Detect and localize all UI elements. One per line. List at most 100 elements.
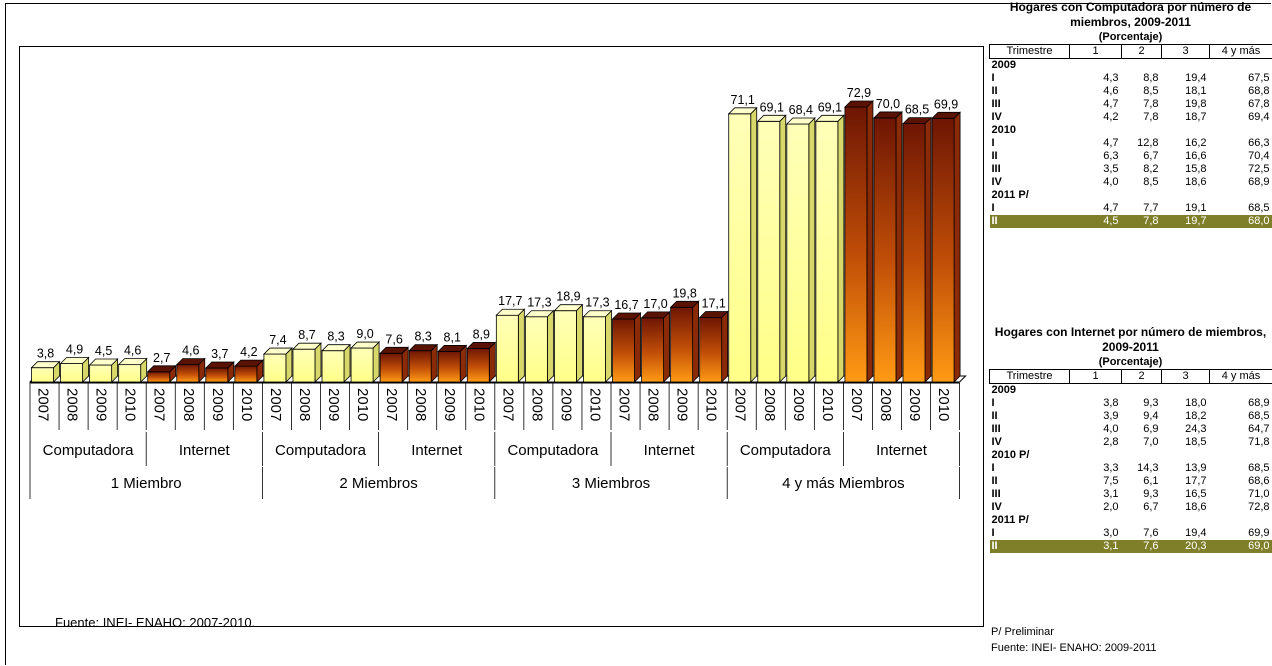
table-quarter-label: III [991, 98, 1001, 110]
bar-top [146, 365, 177, 373]
bar-top [175, 358, 206, 366]
year-tick-label: 2007 [383, 388, 400, 421]
year-tick-label: 2008 [64, 388, 81, 421]
table-cell: 3,5 [1103, 163, 1119, 175]
table-cell: 4,7 [1103, 202, 1119, 214]
table-cell: 4,5 [1069, 215, 1122, 228]
bar [147, 371, 171, 383]
bar-side [372, 341, 380, 383]
table-cell: 6,9 [1143, 423, 1159, 435]
table-cell [1070, 449, 1122, 462]
bar-top [902, 117, 932, 124]
table-header-cell: 1 [1069, 369, 1122, 384]
table-cell: 24,3 [1185, 423, 1207, 435]
data-label: 8,3 [414, 330, 431, 344]
bar [118, 364, 142, 383]
table-cell: 69,9 [1248, 527, 1270, 539]
table-header-cell: 2 [1121, 44, 1162, 59]
data-label: 69,1 [760, 100, 784, 114]
year-tick-label: 2009 [674, 388, 691, 421]
table-row: 2010 [990, 124, 1272, 137]
table-cell: 9,3 [1143, 488, 1159, 500]
table-cell: 14,3 [1137, 462, 1159, 474]
bar-side [634, 312, 641, 383]
table-computadora: Trimestre 1 2 3 4 y más 2009 I 4,3 8,8 19,4 67,5 II… [989, 44, 1272, 228]
bar-top [756, 114, 787, 122]
bar [205, 367, 229, 383]
table-year-label: 2011 P/ [991, 514, 1029, 526]
table-year-label: 2009 [991, 59, 1016, 71]
table-cell [1162, 124, 1210, 137]
bar [60, 363, 83, 383]
year-tick-label: 2008 [877, 388, 894, 421]
table-cell: 4,0 [1103, 176, 1119, 188]
bar-top [321, 344, 351, 352]
bar-side [866, 100, 874, 383]
table-cell: 67,5 [1248, 72, 1270, 84]
data-label: 17,3 [527, 296, 551, 310]
table-year-label: 2010 P/ [991, 449, 1030, 461]
data-label: 7,6 [385, 332, 402, 346]
table-cell: 18,6 [1185, 176, 1207, 188]
table-cell: 71,8 [1248, 436, 1270, 448]
year-tick-label: 2008 [412, 388, 429, 421]
data-label: 70,0 [876, 97, 900, 111]
table-cell: 7,5 [1103, 475, 1119, 487]
bar-top [785, 117, 816, 125]
bar [815, 120, 839, 383]
data-label: 68,5 [905, 103, 929, 117]
table-cell [1070, 514, 1122, 527]
bar-top [466, 342, 497, 349]
data-label: 4,9 [66, 343, 83, 357]
table-cell: 68,8 [1248, 85, 1270, 97]
member-group-label: 1 Miembro [111, 475, 182, 492]
table-header-cell: 1 [1069, 44, 1122, 59]
bar [31, 367, 54, 383]
table-cell [1162, 514, 1210, 527]
data-label: 16,7 [614, 298, 638, 312]
table-cell [1210, 189, 1272, 202]
table-row: 2011 P/ [990, 514, 1272, 527]
table-row: 2009 [990, 384, 1272, 398]
table-cell: 68,6 [1248, 475, 1270, 487]
year-tick-label: 2009 [557, 388, 574, 421]
year-tick-label: 2009 [209, 388, 226, 421]
table-year-label: 2011 P/ [991, 189, 1029, 201]
bar-side [837, 114, 845, 383]
source-note: Fuente: INEI- ENAHO: 2007-2010. [55, 615, 256, 630]
data-label: 8,7 [298, 328, 315, 342]
bar-side [692, 300, 700, 383]
table-cell: 6,3 [1103, 150, 1119, 162]
series-group-label: Internet [876, 442, 928, 459]
bar-top [204, 361, 235, 369]
table-cell: 8,5 [1143, 176, 1159, 188]
bar [902, 123, 926, 383]
bar [89, 364, 113, 383]
series-group-label: Internet [644, 442, 696, 459]
table-cell: 3,0 [1103, 527, 1119, 539]
table-cell: 4,7 [1103, 98, 1119, 110]
table-cell: 16,5 [1185, 488, 1207, 500]
table-quarter-label: II [991, 85, 998, 97]
bar [437, 351, 461, 383]
table-cell: 8,8 [1143, 72, 1159, 84]
table-quarter-label: IV [991, 176, 1002, 188]
bar [844, 106, 868, 383]
table-row: 2011 P/ [990, 189, 1272, 202]
year-tick-label: 2010 [122, 388, 139, 421]
table-cell [1122, 59, 1162, 73]
table-cell: 15,8 [1185, 163, 1207, 175]
bar-top [30, 361, 61, 369]
table-cell: 9,3 [1143, 397, 1159, 409]
bar [495, 314, 519, 383]
table-internet-subtitle: (Porcentaje) [1098, 356, 1163, 368]
table-quarter-label: IV [991, 111, 1002, 123]
bar-side [576, 303, 583, 383]
bar [321, 350, 345, 383]
table-cell: 13,9 [1185, 462, 1207, 474]
table-internet-block: Hogares con Internet por número de miemb… [989, 325, 1272, 553]
member-group-label: 4 y más Miembros [782, 475, 905, 492]
table-quarter-label: I [991, 397, 995, 409]
table-cell: 18,1 [1185, 85, 1207, 97]
table-header-cell: Trimestre [989, 369, 1070, 384]
